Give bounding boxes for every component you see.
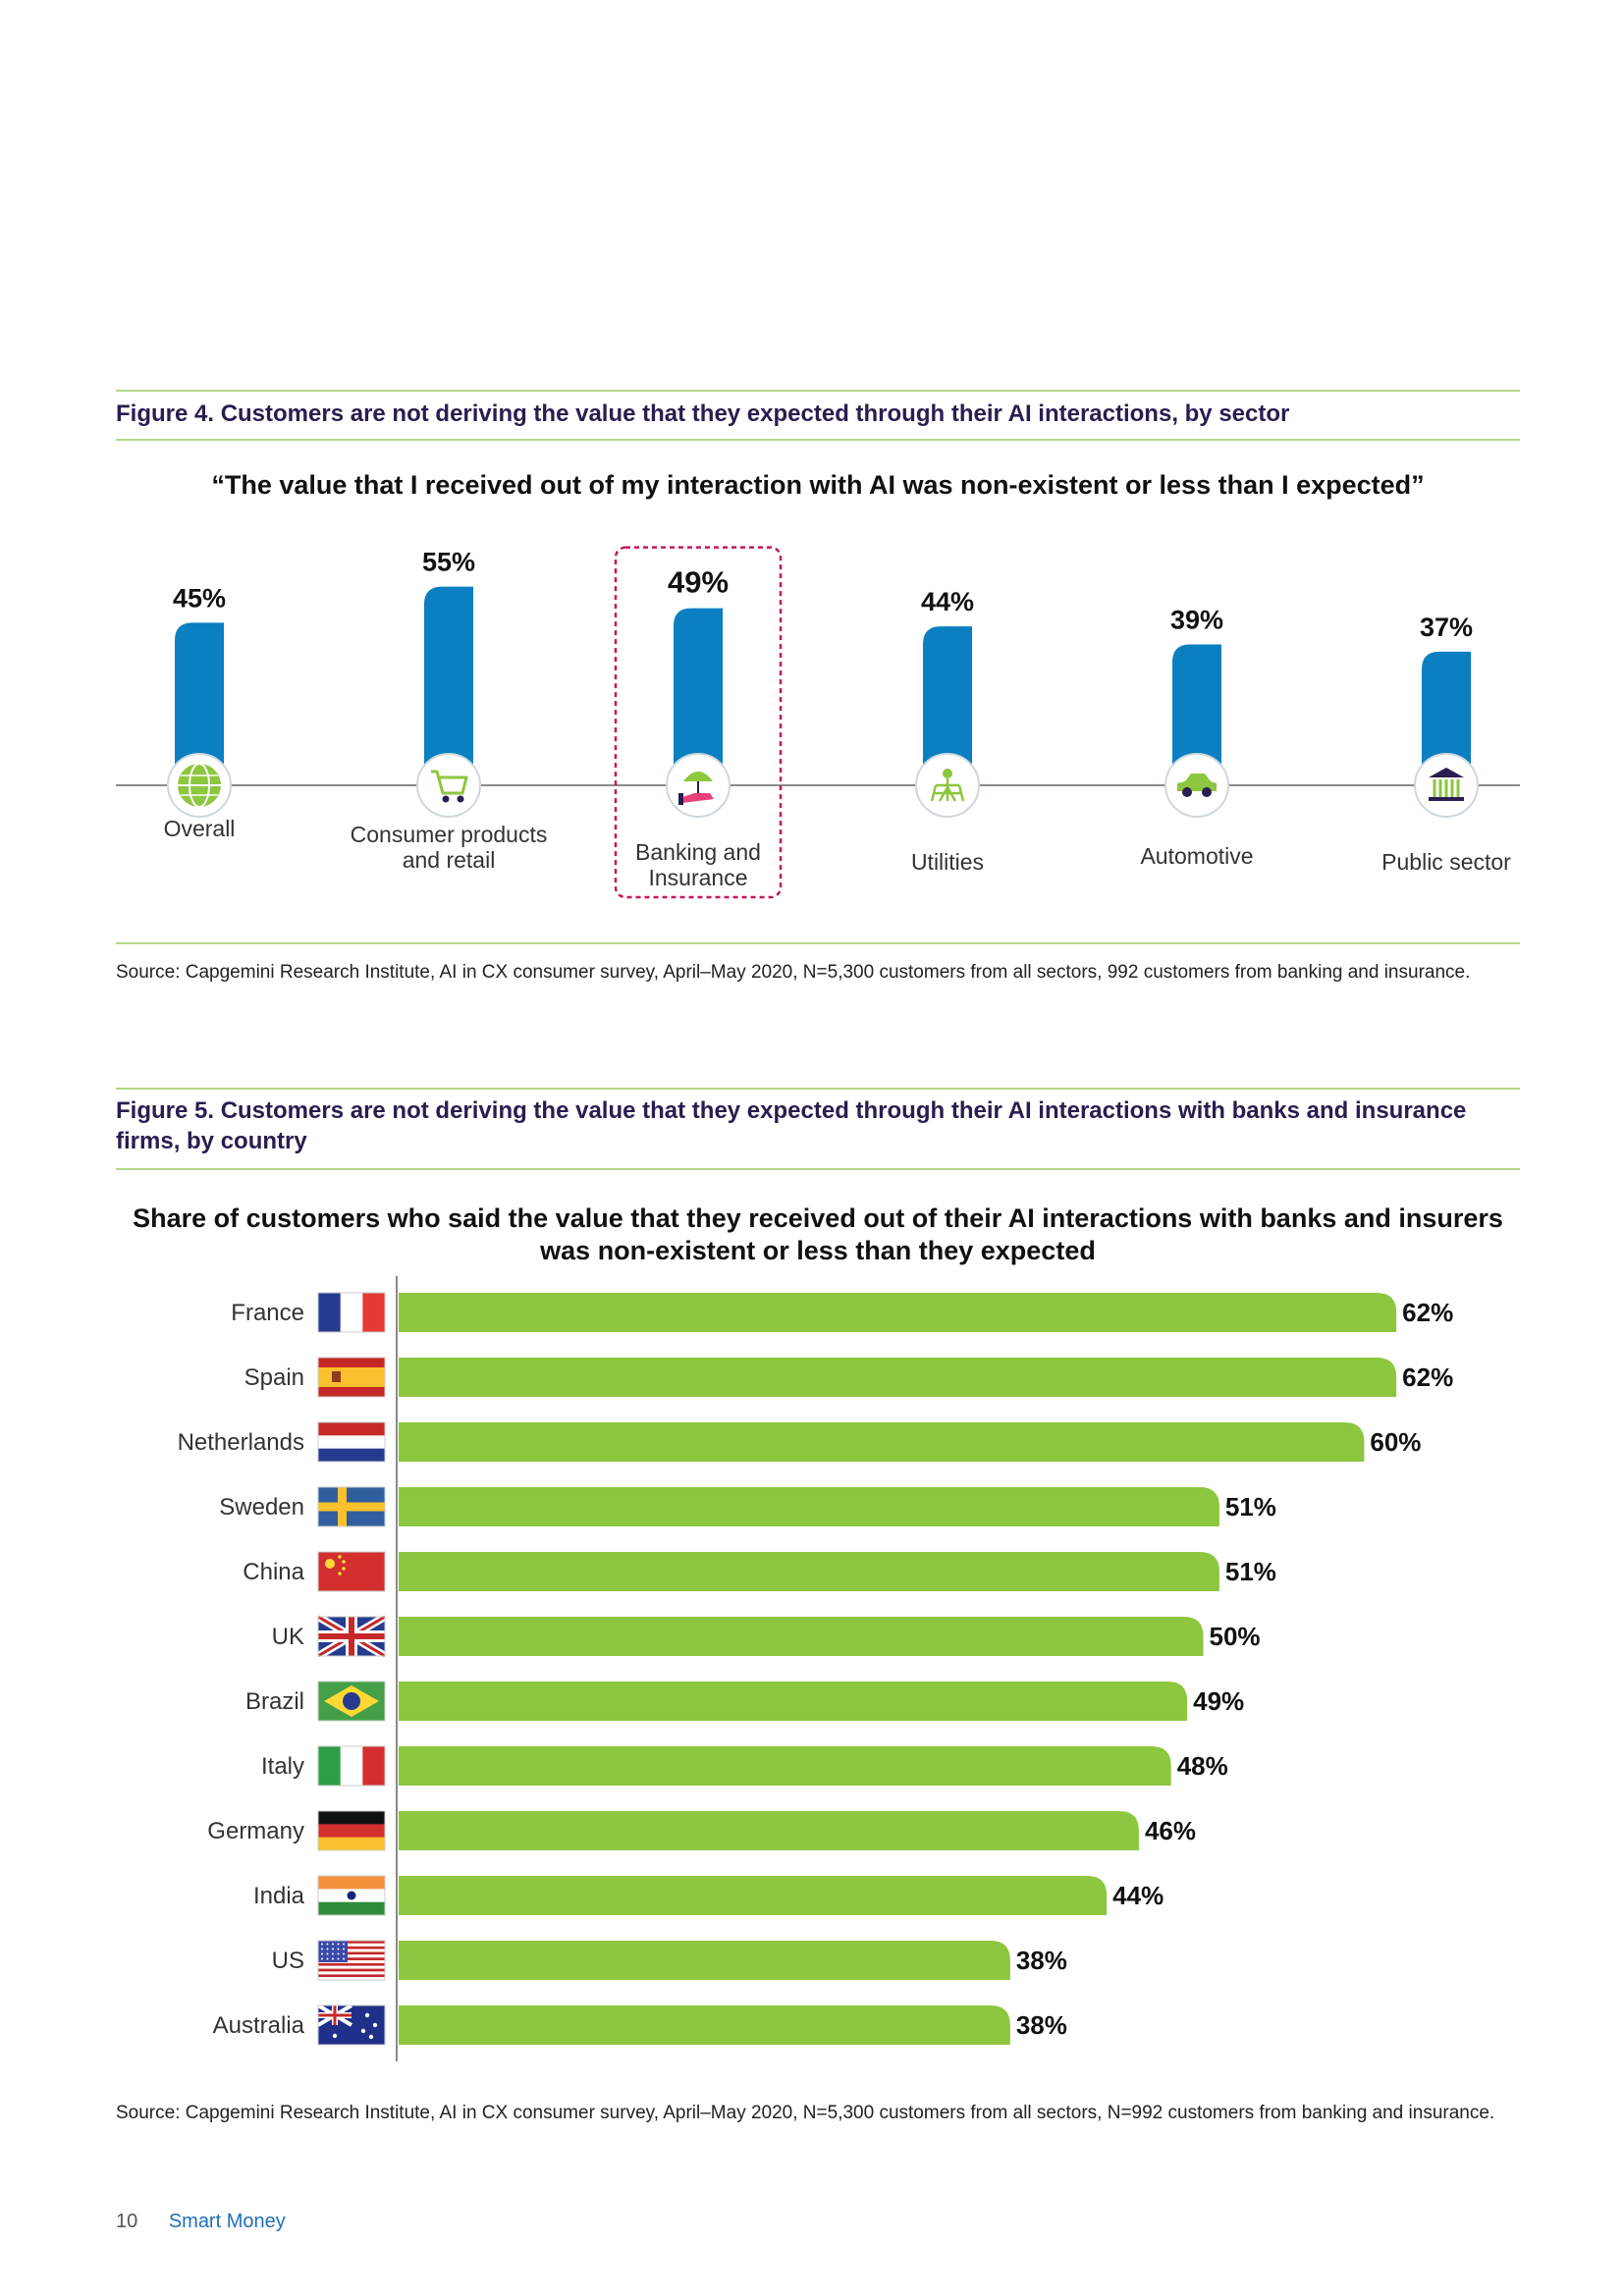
category-label-consumer-products-and-retail: Consumer products [351,822,548,847]
figure5-bottom-rule [116,1168,1520,1170]
category-label-public-sector: Public sector [1381,849,1511,875]
country-label-sweden: Sweden [219,1494,304,1521]
data-label: 55% [422,548,475,577]
data-label: 44% [921,587,974,616]
category-label-banking-and-insurance: Insurance [648,865,747,890]
germany-flag-icon [317,1810,386,1851]
shopping-cart-icon [416,753,481,818]
car-icon [1164,753,1229,818]
globe-icon [167,753,232,818]
india-flag-icon [317,1875,386,1916]
country-bar-chart: 62% France 62% Spain 60% Netherlands 51% Sweden… [178,1276,1453,2061]
umbrella-hand-icon [666,753,731,818]
category-label-banking-and-insurance: Banking and [635,839,761,865]
data-label: 45% [173,583,226,613]
figure4-heading: “The value that I received out of my int… [211,470,1425,500]
data-label: 50% [1210,1622,1261,1651]
figure4-source-rule [116,942,1520,944]
bar-sweden [399,1487,1219,1526]
sweden-flag-icon [317,1486,386,1527]
data-label: 38% [1016,2010,1067,2040]
italy-flag-icon [317,1745,386,1787]
figure5-heading: Share of customers who said the value th… [133,1203,1503,1265]
bar-germany [399,1811,1139,1850]
category-label-consumer-products-and-retail: and retail [403,847,496,873]
bar [923,626,972,785]
figure5-source: Source: Capgemini Research Institute, AI… [116,2103,1495,2123]
bar-us [399,1941,1010,1980]
bar-australia [399,2005,1010,2045]
data-label: 39% [1170,605,1223,634]
data-label: 38% [1016,1946,1067,1975]
bar-italy [399,1746,1171,1786]
bar-uk [399,1617,1204,1656]
page-footer: 10 Smart Money [116,2211,286,2233]
country-label-netherlands: Netherlands [178,1429,304,1456]
uk-flag-icon [315,1613,388,1660]
country-label-china: China [243,1559,304,1585]
country-label-brazil: Brazil [245,1688,304,1715]
data-label: 60% [1370,1427,1421,1457]
figure4-source: Source: Capgemini Research Institute, AI… [116,962,1471,983]
figure4-title: Figure 4. Customers are not deriving the… [116,400,1290,427]
figure4-bottom-rule [116,439,1520,441]
bar-brazil [399,1682,1188,1721]
data-label: 49% [668,565,729,600]
country-label-italy: Italy [261,1753,304,1780]
category-label-overall: Overall [164,816,236,841]
report-title: Smart Money [168,2211,286,2232]
data-label: 62% [1402,1362,1453,1392]
france-flag-icon [317,1292,386,1333]
bar [424,586,473,785]
page-number: 10 [116,2211,138,2232]
data-label: 44% [1112,1881,1164,1910]
country-label-france: France [231,1300,304,1326]
country-label-germany: Germany [207,1818,304,1844]
bar-china [399,1552,1219,1591]
data-label: 46% [1145,1816,1196,1845]
data-label: 51% [1225,1557,1276,1586]
bar [674,608,723,785]
bar-spain [399,1358,1397,1397]
bar [1172,644,1221,785]
figure5-title: Figure 5. Customers are not deriving the… [116,1097,1467,1154]
category-label-utilities: Utilities [911,849,984,875]
country-label-india: India [253,1883,305,1909]
country-label-uk: UK [272,1624,304,1650]
figure5-top-rule [116,1088,1520,1090]
figure4-top-rule [116,390,1520,392]
data-label: 48% [1177,1751,1228,1781]
data-label: 62% [1402,1298,1453,1327]
country-label-australia: Australia [213,2012,305,2039]
bar-netherlands [399,1422,1365,1462]
brazil-flag-icon [317,1681,386,1722]
highlight-box [614,546,783,899]
bar-france [399,1293,1397,1332]
china-flag-icon [317,1551,386,1592]
country-label-us: US [272,1948,304,1974]
power-pylon-icon [915,753,980,818]
australia-flag-icon [316,2003,386,2046]
netherlands-flag-icon [317,1421,386,1463]
bar-india [399,1876,1108,1915]
us-flag-icon [317,1940,386,1981]
category-label-automotive: Automotive [1140,843,1253,869]
country-label-spain: Spain [244,1364,304,1391]
data-label: 49% [1193,1686,1244,1716]
bar [1422,651,1471,785]
data-label: 51% [1225,1492,1276,1522]
building-columns-icon [1414,753,1479,818]
data-label: 37% [1420,613,1473,642]
bar [175,622,224,785]
spain-flag-icon [317,1357,386,1398]
